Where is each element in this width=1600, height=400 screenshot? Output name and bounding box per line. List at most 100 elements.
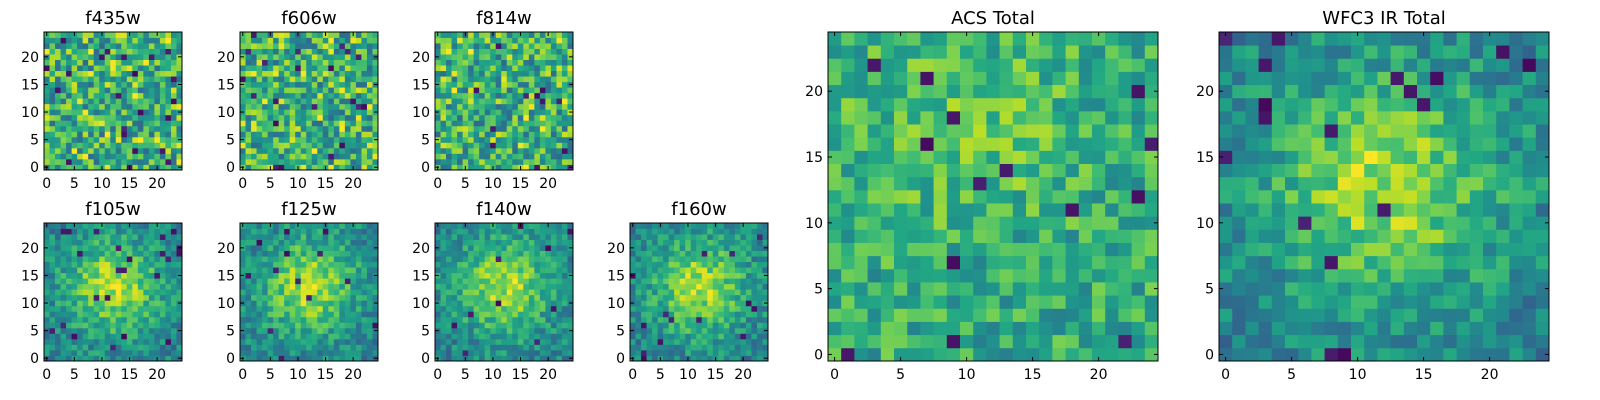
heatmap-cell <box>77 272 84 279</box>
heatmap-cell <box>278 349 285 356</box>
heatmap-cell <box>1131 308 1146 322</box>
heatmap-cell <box>539 272 546 279</box>
heatmap-cell <box>440 300 447 307</box>
heatmap-cell <box>344 256 351 263</box>
heatmap-cell <box>1118 242 1132 257</box>
heatmap-cell <box>350 70 357 77</box>
heatmap-cell <box>528 311 535 318</box>
heatmap-cell <box>718 294 725 301</box>
heatmap-cell <box>1052 203 1066 217</box>
heatmap-cell <box>457 76 463 83</box>
heatmap-cell <box>66 81 72 88</box>
heatmap-cell <box>707 256 714 263</box>
heatmap-cell <box>256 223 263 229</box>
heatmap-cell <box>641 338 647 345</box>
heatmap-cell <box>82 136 89 143</box>
heatmap-cell <box>973 176 987 191</box>
heatmap-cell <box>440 164 447 171</box>
heatmap-cell <box>679 223 686 229</box>
heatmap-cell <box>723 311 730 318</box>
heatmap-cell <box>317 234 324 240</box>
heatmap-cell <box>745 267 752 274</box>
heatmap-cell <box>707 305 714 312</box>
heatmap-cell <box>550 256 557 263</box>
heatmap-cell <box>539 223 546 229</box>
heatmap-cell <box>734 289 741 296</box>
heatmap-cell <box>361 289 368 296</box>
heatmap-cell <box>517 333 524 340</box>
heatmap-cell <box>528 92 535 99</box>
heatmap-cell <box>71 120 78 127</box>
heatmap-cell <box>523 120 530 127</box>
heatmap-cell <box>539 98 546 105</box>
heatmap-cell <box>473 311 480 318</box>
heatmap-cell <box>523 311 530 318</box>
heatmap-cell <box>534 261 541 268</box>
heatmap-cell <box>240 92 246 99</box>
heatmap-cell <box>451 125 458 132</box>
heatmap-cell <box>473 333 480 340</box>
heatmap-cell <box>473 158 480 165</box>
heatmap-cell <box>93 98 100 105</box>
heatmap-cell <box>635 355 642 362</box>
heatmap-cell <box>278 305 285 312</box>
heatmap-cell <box>1052 163 1066 178</box>
x-tick-label: 5 <box>266 176 275 192</box>
heatmap-cell <box>148 322 155 329</box>
heatmap-cell <box>920 334 934 349</box>
heatmap-cell <box>1118 347 1132 362</box>
heatmap-cell <box>534 294 541 301</box>
heatmap-cell <box>328 333 335 340</box>
heatmap-cell <box>528 305 535 312</box>
heatmap-cell <box>355 114 362 121</box>
heatmap-cell <box>300 278 307 285</box>
heatmap-cell <box>148 98 155 105</box>
heatmap-cell <box>712 289 719 296</box>
heatmap-cell <box>66 256 72 263</box>
heatmap-cell <box>479 261 486 268</box>
heatmap-cell <box>306 81 313 88</box>
heatmap-cell <box>1144 189 1159 204</box>
heatmap-cell <box>55 355 61 362</box>
heatmap-cell <box>539 294 546 301</box>
heatmap-cell <box>143 355 150 362</box>
heatmap-cell <box>240 305 246 312</box>
heatmap-cell <box>159 43 166 49</box>
heatmap-cell <box>635 256 642 263</box>
heatmap-cell <box>567 153 574 160</box>
heatmap-cell <box>273 344 280 351</box>
heatmap-cell <box>440 131 447 138</box>
heatmap-cell <box>88 114 95 121</box>
heatmap-cell <box>561 338 568 345</box>
heatmap-cell <box>262 136 268 143</box>
heatmap-cell <box>355 65 362 72</box>
heatmap-cell <box>696 327 703 334</box>
heatmap-cell <box>920 295 934 309</box>
heatmap-cell <box>457 245 463 251</box>
heatmap-cell <box>495 48 502 55</box>
heatmap-cell <box>490 338 497 345</box>
heatmap-cell <box>300 327 307 334</box>
heatmap-cell <box>115 223 122 229</box>
heatmap-cell <box>317 327 324 334</box>
heatmap-cell <box>440 32 447 38</box>
heatmap-cell <box>440 250 447 257</box>
heatmap-cell <box>339 65 346 72</box>
heatmap-cell <box>462 338 469 345</box>
heatmap-cell <box>317 48 324 55</box>
heatmap-cell <box>534 98 541 105</box>
heatmap-cell <box>756 338 763 345</box>
heatmap-cell <box>707 234 714 240</box>
heatmap-cell <box>328 54 335 60</box>
y-tick-label: 0 <box>226 351 235 367</box>
heatmap-cell <box>306 228 313 235</box>
heatmap-cell <box>567 234 574 240</box>
heatmap-cell <box>1039 203 1053 217</box>
heatmap-cell <box>132 355 139 362</box>
heatmap-cell <box>339 103 346 110</box>
heatmap-cell <box>121 256 128 263</box>
heatmap-cell <box>718 234 725 240</box>
heatmap-cell <box>828 295 842 309</box>
heatmap-cell <box>457 316 463 323</box>
heatmap-cell <box>534 228 541 235</box>
